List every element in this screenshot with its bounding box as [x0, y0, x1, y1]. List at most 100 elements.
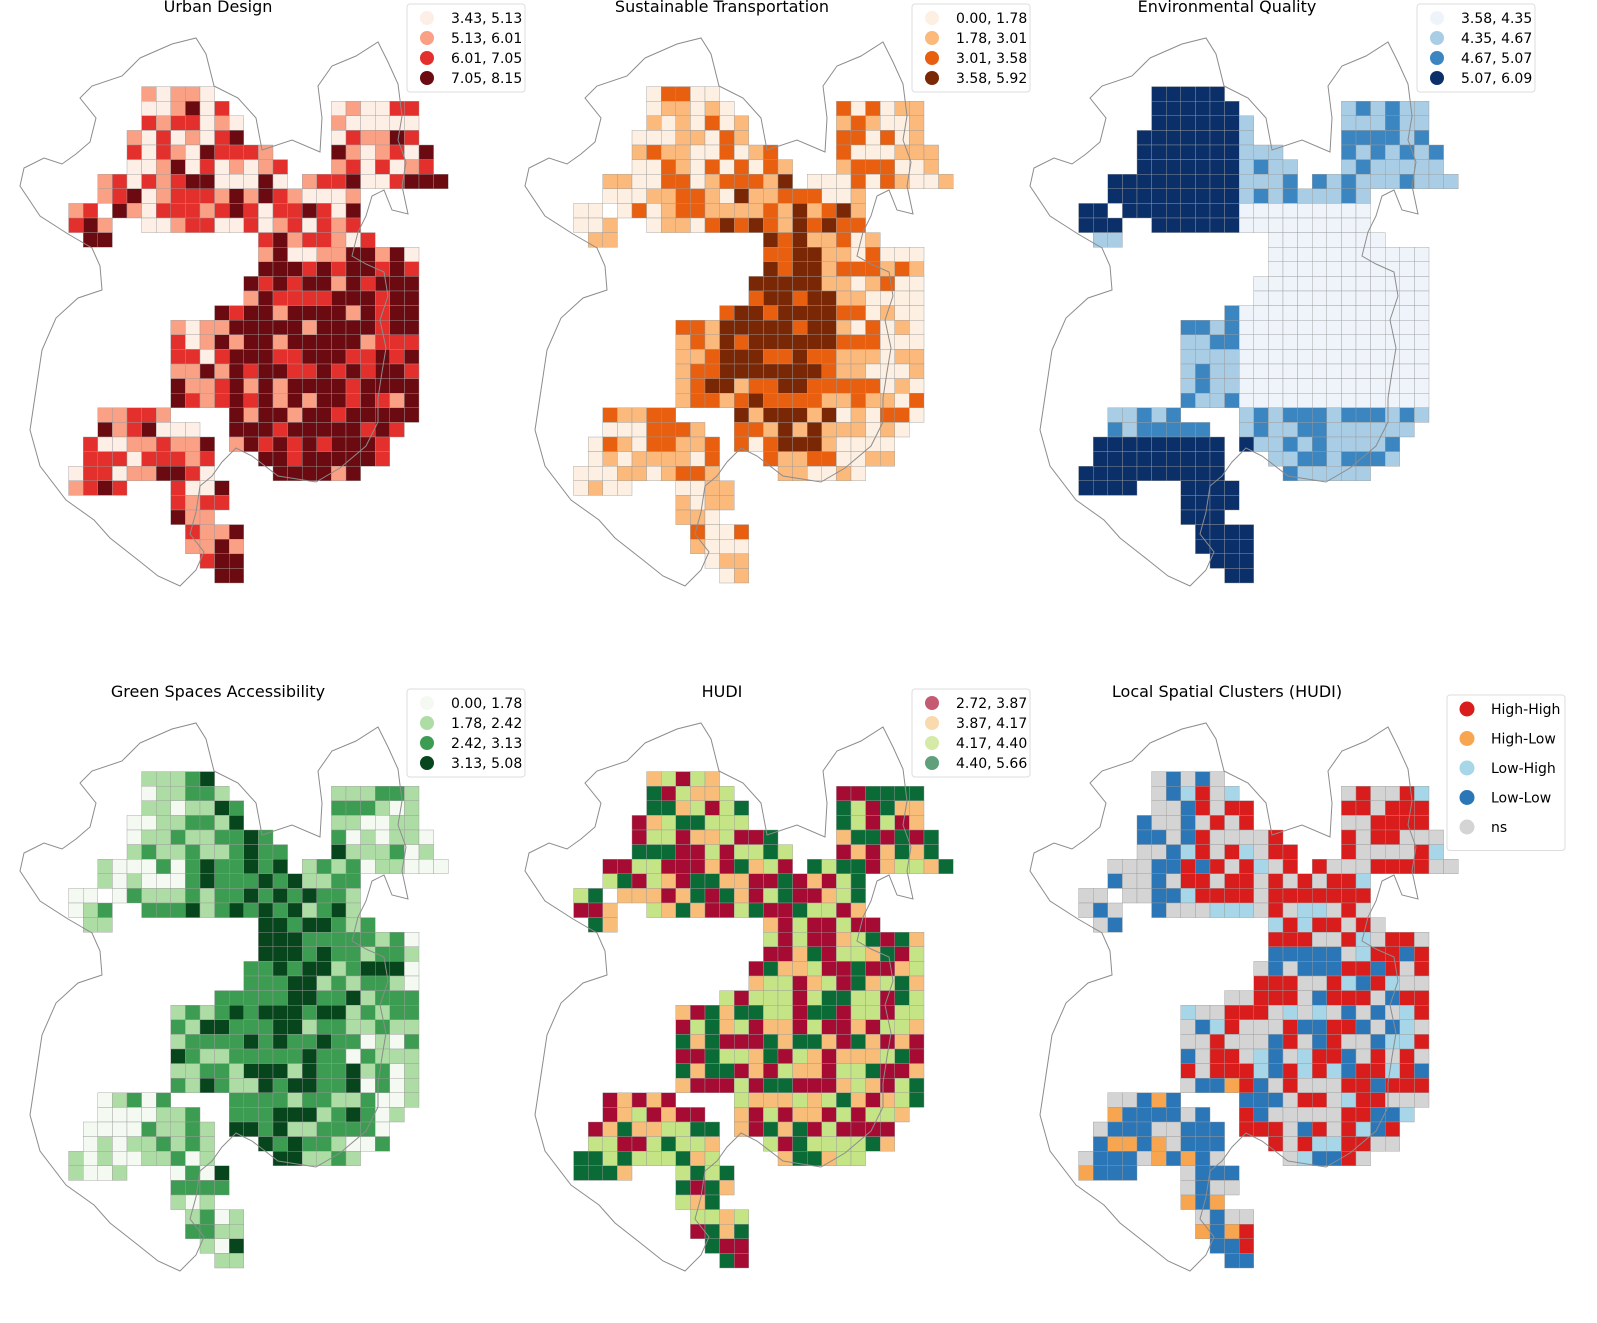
grid-cell	[1399, 1063, 1415, 1079]
grid-cell	[850, 130, 866, 146]
grid-cell	[719, 1077, 735, 1093]
grid-cell	[690, 334, 706, 350]
grid-cell	[1268, 1063, 1284, 1079]
grid-cell	[331, 363, 347, 379]
grid-cell	[821, 873, 837, 889]
grid-cell	[646, 1121, 662, 1137]
grid-cell	[1107, 1121, 1123, 1137]
grid-cell	[1122, 466, 1138, 482]
grid-cell	[1370, 305, 1386, 321]
legend-marker	[1459, 760, 1475, 776]
grid-cell	[646, 815, 662, 831]
grid-cell	[155, 407, 171, 423]
grid-cell	[1399, 1077, 1415, 1093]
grid-cell	[1384, 961, 1400, 977]
grid-cell	[1282, 1077, 1298, 1093]
grid-cell	[1238, 363, 1254, 379]
grid-cell	[675, 1077, 691, 1093]
grid-cell	[807, 859, 823, 875]
grid-cell	[602, 859, 618, 875]
grid-cell	[1355, 144, 1371, 160]
grid-cell	[1268, 1107, 1284, 1123]
grid-cell	[272, 188, 288, 204]
grid-cell	[836, 334, 852, 350]
grid-cell	[836, 1034, 852, 1050]
grid-cell	[1341, 130, 1357, 146]
grid-cell	[1238, 1019, 1254, 1035]
grid-cell	[1224, 815, 1240, 831]
grid-cell	[302, 436, 318, 452]
grid-cell	[1341, 159, 1357, 175]
grid-cell	[646, 859, 662, 875]
grid-cell	[1209, 859, 1225, 875]
grid-cell	[807, 888, 823, 904]
grid-cell	[228, 1107, 244, 1123]
grid-cell	[646, 451, 662, 467]
grid-cell	[661, 466, 677, 482]
grid-cell	[243, 961, 259, 977]
grid-cell	[375, 436, 391, 452]
grid-cell	[1282, 173, 1298, 189]
grid-cell	[1165, 786, 1181, 802]
grid-cell	[375, 407, 391, 423]
grid-cell	[199, 829, 215, 845]
grid-cell	[389, 961, 405, 977]
grid-cell	[1311, 173, 1327, 189]
grid-cell	[1399, 786, 1415, 802]
grid-cell	[1326, 1136, 1342, 1152]
grid-cell	[141, 100, 157, 116]
grid-cell	[1268, 232, 1284, 248]
grid-cell	[331, 1034, 347, 1050]
grid-cell	[302, 1136, 318, 1152]
grid-cell	[228, 115, 244, 131]
grid-cell	[316, 173, 332, 189]
grid-cell	[199, 844, 215, 860]
legend-label: ns	[1491, 820, 1507, 836]
grid-cell	[850, 829, 866, 845]
grid-cell	[155, 1092, 171, 1108]
grid-cell	[690, 466, 706, 482]
grid-cell	[573, 217, 589, 233]
grid-cell	[155, 466, 171, 482]
grid-cell	[1180, 334, 1196, 350]
grid-cell	[1341, 422, 1357, 438]
grid-cell	[1414, 290, 1430, 306]
grid-cell	[836, 873, 852, 889]
grid-cell	[360, 859, 376, 875]
grid-cell	[807, 975, 823, 991]
grid-cell	[690, 1136, 706, 1152]
grid-cell	[1341, 1136, 1357, 1152]
grid-cell	[1326, 1034, 1342, 1050]
grid-cell	[1341, 407, 1357, 423]
grid-cell	[214, 1209, 230, 1225]
grid-cell	[1209, 349, 1225, 365]
grid-cell	[909, 946, 925, 962]
grid-cell	[1268, 873, 1284, 889]
grid-cell	[719, 1165, 735, 1181]
grid-cell	[631, 873, 647, 889]
grid-cell	[690, 480, 706, 496]
grid-cell	[1078, 217, 1094, 233]
grid-cell	[1326, 1092, 1342, 1108]
grid-cell	[1311, 290, 1327, 306]
grid-cell	[1107, 466, 1123, 482]
grid-cell	[1311, 217, 1327, 233]
grid-cell	[1282, 290, 1298, 306]
grid-cell	[719, 1034, 735, 1050]
grid-cell	[704, 451, 720, 467]
grid-cell	[243, 975, 259, 991]
grid-cell	[1355, 844, 1371, 860]
grid-cell	[1180, 873, 1196, 889]
grid-cell	[1355, 451, 1371, 467]
grid-cell	[792, 378, 808, 394]
grid-cell	[880, 436, 896, 452]
grid-cell	[1341, 1121, 1357, 1137]
grid-cell	[1195, 1005, 1211, 1021]
grid-cell	[287, 873, 303, 889]
grid-cell	[1195, 1121, 1211, 1137]
grid-cell	[865, 232, 881, 248]
grid-cell	[258, 407, 274, 423]
grid-cell	[1253, 873, 1269, 889]
grid-cell	[1238, 436, 1254, 452]
grid-cell	[1341, 932, 1357, 948]
